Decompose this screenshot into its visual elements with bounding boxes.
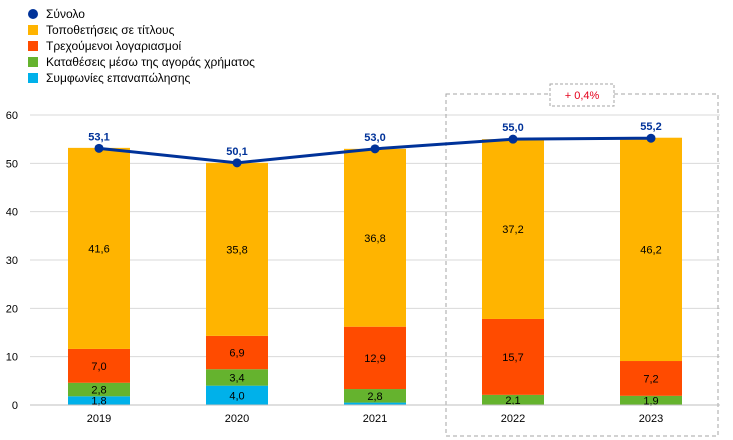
total-point (508, 134, 518, 144)
legend-label-securities: Τοποθετήσεις σε τίτλους (46, 23, 175, 37)
x-tick-label: 2019 (87, 413, 111, 425)
y-tick-label: 0 (12, 400, 18, 412)
total-point (232, 158, 242, 168)
total-point (94, 143, 104, 153)
bar-segment (344, 389, 406, 403)
data-label: 2,8 (91, 385, 106, 397)
data-label: 46,2 (640, 244, 661, 256)
legend-item-money-market-deposits: Καταθέσεις μέσω της αγοράς χρήματος (28, 54, 255, 70)
data-label: 37,2 (502, 224, 523, 236)
data-label: 36,8 (364, 233, 385, 245)
data-label: 1,8 (91, 396, 106, 408)
y-tick-label: 50 (6, 158, 18, 170)
legend: Σύνολο Τοποθετήσεις σε τίτλους Τρεχούμεν… (28, 6, 255, 86)
data-label: 2,8 (367, 391, 382, 403)
data-label: 7,0 (91, 361, 106, 373)
bar-segment (68, 396, 130, 405)
data-label: 41,6 (88, 243, 109, 255)
y-tick-label: 20 (6, 303, 18, 315)
legend-label-current-accounts: Τρεχούμενοι λογαριασμοί (46, 39, 182, 53)
total-label: 50,1 (226, 146, 247, 158)
data-label: 12,9 (364, 353, 385, 365)
total-point (370, 144, 380, 154)
bar-segment (620, 361, 682, 396)
y-tick-label: 30 (6, 255, 18, 267)
x-tick-label: 2022 (501, 413, 525, 425)
bar-segment (206, 335, 268, 370)
legend-swatch-securities (28, 25, 38, 35)
bar-segment (68, 382, 130, 397)
data-label: 15,7 (502, 352, 523, 364)
x-tick-label: 2023 (639, 413, 663, 425)
legend-label-money-market-deposits: Καταθέσεις μέσω της αγοράς χρήματος (46, 55, 255, 69)
data-label: 7,2 (643, 373, 658, 385)
legend-item-current-accounts: Τρεχούμενοι λογαριασμοί (28, 38, 255, 54)
data-label: 35,8 (226, 244, 247, 256)
bar-segment (620, 395, 682, 405)
legend-item-total: Σύνολο (28, 6, 255, 22)
bar-segment (620, 137, 682, 362)
bar-segment (206, 385, 268, 405)
data-label: 1,9 (643, 395, 658, 407)
legend-item-repos: Συμφωνίες επαναπώλησης (28, 70, 255, 86)
legend-label-total: Σύνολο (46, 7, 85, 21)
annotation-label: + 0,4% (565, 90, 600, 102)
x-tick-label: 2021 (363, 413, 387, 425)
bar-segment (482, 394, 544, 405)
y-tick-label: 40 (6, 207, 18, 219)
legend-item-securities: Τοποθετήσεις σε τίτλους (28, 22, 255, 38)
legend-label-repos: Συμφωνίες επαναπώλησης (46, 71, 191, 85)
data-label: 3,4 (229, 372, 244, 384)
legend-swatch-current-accounts (28, 41, 38, 51)
y-tick-label: 10 (6, 352, 18, 364)
bar-segment (344, 402, 406, 405)
bar-segment (482, 139, 544, 319)
bar-segment (206, 162, 268, 336)
total-point (646, 133, 656, 143)
legend-swatch-money-market-deposits (28, 57, 38, 67)
bar-segment (482, 318, 544, 395)
bar-segment (68, 147, 130, 349)
total-label: 53,0 (364, 132, 385, 144)
data-label: 6,9 (229, 348, 244, 360)
annotation-label-box (549, 83, 615, 107)
total-label: 55,2 (640, 121, 661, 133)
x-tick-label: 2020 (225, 413, 249, 425)
legend-swatch-repos (28, 73, 38, 83)
bar-segment (206, 369, 268, 386)
bar-segment (344, 326, 406, 390)
bar-segment (344, 148, 406, 327)
data-label: 2,1 (505, 395, 520, 407)
total-label: 55,0 (502, 122, 523, 134)
total-label: 53,1 (88, 131, 109, 143)
bar-segment (68, 348, 130, 383)
data-label: 4,0 (229, 390, 244, 402)
y-tick-label: 60 (6, 110, 18, 122)
legend-swatch-total (28, 9, 38, 19)
